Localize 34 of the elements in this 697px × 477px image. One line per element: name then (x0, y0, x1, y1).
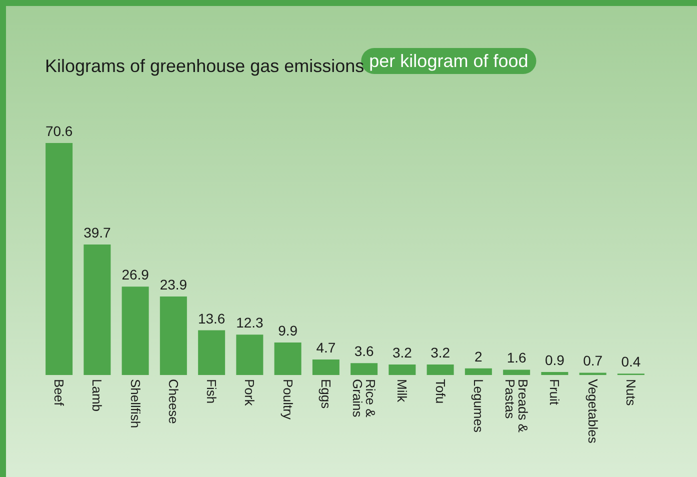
data-label: 2 (474, 348, 483, 364)
chart-title: Kilograms of greenhouse gas emissions (45, 56, 364, 76)
data-label: 13.6 (198, 310, 226, 326)
data-label: 0.7 (583, 352, 603, 369)
data-label: 0.4 (621, 354, 641, 370)
x-tick-label: Pork (242, 379, 258, 406)
x-tick-label: Fish (204, 379, 220, 404)
x-tick-label: Shellfish (128, 379, 143, 428)
x-tick-label: Rice & Grains (350, 379, 378, 421)
data-label: 9.9 (278, 322, 298, 338)
data-label: 1.6 (506, 350, 527, 366)
x-tick-label: Fruit (547, 379, 562, 406)
x-tick-label: Poultry (280, 379, 296, 420)
x-tick-label: Vegetables (585, 379, 600, 444)
x-tick-label: Breads & Pastas (502, 379, 531, 436)
x-tick-label: Tofu (432, 379, 448, 404)
data-label: 12.3 (236, 314, 264, 331)
x-tick-label: Cheese (166, 379, 181, 424)
x-tick-label: Beef (52, 379, 67, 406)
x-tick-label: Milk (394, 379, 410, 403)
chart-subtitle: per kilogram of food (369, 51, 528, 71)
data-label: 26.9 (122, 266, 150, 283)
data-label: 39.7 (84, 224, 112, 241)
data-label: 3.2 (430, 344, 450, 360)
data-label: 4.7 (316, 340, 336, 356)
data-label: 0.9 (544, 352, 565, 368)
data-label: 3.6 (354, 343, 374, 360)
data-label: 3.2 (392, 344, 412, 360)
x-tick-label: Legumes (470, 379, 486, 433)
x-tick-label: Eggs (318, 379, 334, 410)
data-label: 23.9 (160, 276, 188, 292)
x-tick-label: Nuts (623, 379, 638, 406)
data-label: 70.6 (45, 123, 73, 139)
x-tick-label: Lamb (90, 379, 105, 412)
